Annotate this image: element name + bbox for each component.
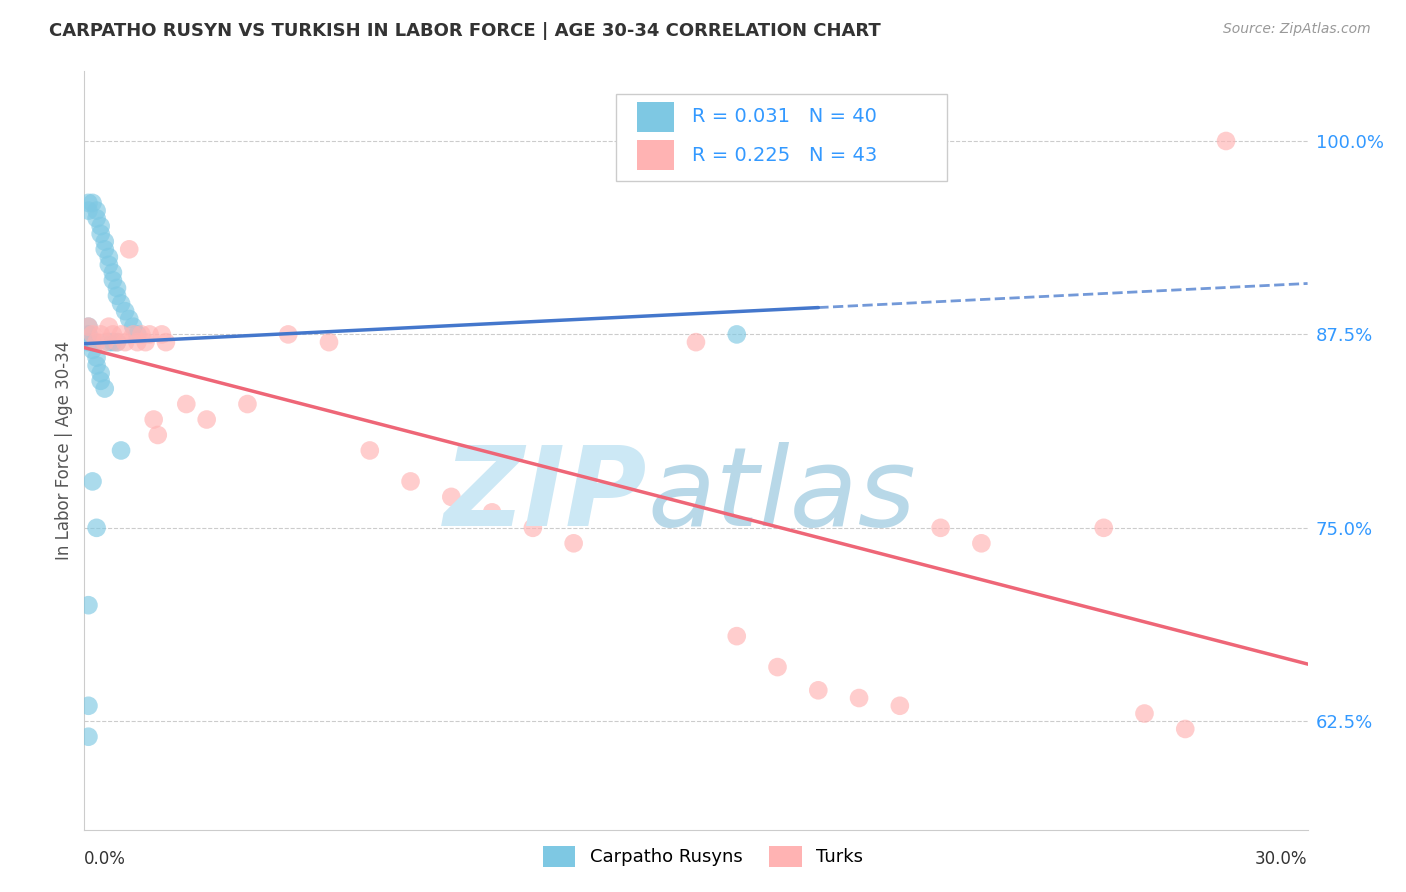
Point: [77, 319, 100, 334]
Point: [93, 242, 115, 256]
Point: [110, 443, 132, 458]
Point: [174, 397, 197, 411]
Point: [101, 273, 124, 287]
Point: [1133, 706, 1156, 721]
Point: [118, 242, 141, 256]
Point: [90, 219, 112, 233]
Point: [142, 412, 165, 426]
Point: [127, 335, 149, 350]
Point: [122, 327, 145, 342]
Point: [562, 536, 585, 550]
Point: [889, 698, 911, 713]
Point: [82, 195, 104, 210]
Point: [277, 327, 299, 342]
Text: CARPATHO RUSYN VS TURKISH IN LABOR FORCE | AGE 30-34 CORRELATION CHART: CARPATHO RUSYN VS TURKISH IN LABOR FORCE…: [49, 22, 882, 40]
Text: Source: ZipAtlas.com: Source: ZipAtlas.com: [1223, 22, 1371, 37]
Point: [77, 730, 100, 744]
Point: [77, 327, 100, 342]
Y-axis label: In Labor Force | Age 30-34: In Labor Force | Age 30-34: [55, 341, 73, 560]
Point: [807, 683, 830, 698]
Point: [155, 335, 177, 350]
Point: [77, 319, 100, 334]
Point: [86, 335, 108, 350]
Point: [522, 521, 544, 535]
Point: [101, 266, 124, 280]
Point: [725, 327, 748, 342]
Text: R = 0.031   N = 40: R = 0.031 N = 40: [692, 107, 877, 127]
Point: [929, 521, 952, 535]
Point: [77, 698, 100, 713]
Point: [970, 536, 993, 550]
Point: [105, 281, 128, 295]
Text: R = 0.225   N = 43: R = 0.225 N = 43: [692, 145, 877, 165]
Point: [86, 521, 108, 535]
Point: [1092, 521, 1115, 535]
Point: [150, 327, 173, 342]
Text: atlas: atlas: [647, 442, 915, 549]
Point: [146, 428, 169, 442]
Point: [110, 327, 132, 342]
Point: [236, 397, 259, 411]
Point: [97, 250, 120, 264]
Point: [97, 335, 120, 350]
Bar: [637, 140, 673, 170]
Point: [101, 327, 124, 342]
Point: [135, 335, 157, 350]
Point: [131, 327, 153, 342]
Point: [127, 327, 149, 342]
Point: [105, 335, 128, 350]
Point: [440, 490, 463, 504]
Point: [82, 343, 104, 357]
Point: [77, 598, 100, 612]
Point: [359, 443, 381, 458]
Point: [97, 258, 120, 272]
Point: [195, 412, 218, 426]
Point: [399, 475, 422, 489]
Point: [77, 203, 100, 218]
Point: [318, 335, 340, 350]
Point: [86, 203, 108, 218]
Point: [77, 195, 100, 210]
Point: [86, 351, 108, 365]
Point: [82, 475, 104, 489]
Point: [122, 319, 145, 334]
Point: [1174, 722, 1197, 736]
Legend: Carpatho Rusyns, Turks: Carpatho Rusyns, Turks: [536, 838, 870, 874]
Point: [101, 335, 124, 350]
Point: [114, 335, 136, 350]
Point: [138, 327, 160, 342]
Point: [110, 296, 132, 310]
Point: [97, 319, 120, 334]
Point: [90, 374, 112, 388]
Point: [766, 660, 789, 674]
FancyBboxPatch shape: [616, 95, 946, 181]
Point: [105, 289, 128, 303]
Point: [114, 304, 136, 318]
Point: [82, 327, 104, 342]
Point: [118, 312, 141, 326]
Point: [1215, 134, 1237, 148]
Point: [93, 382, 115, 396]
Text: ZIP: ZIP: [443, 442, 647, 549]
Point: [481, 505, 503, 519]
Point: [685, 335, 707, 350]
Text: 0.0%: 0.0%: [84, 850, 127, 868]
Point: [105, 335, 128, 350]
Text: 30.0%: 30.0%: [1256, 850, 1308, 868]
Point: [90, 227, 112, 241]
Point: [90, 327, 112, 342]
Point: [93, 335, 115, 350]
Point: [82, 335, 104, 350]
Bar: [637, 102, 673, 132]
Point: [90, 366, 112, 380]
Point: [86, 211, 108, 226]
Point: [86, 359, 108, 373]
Point: [93, 235, 115, 249]
Point: [77, 335, 100, 350]
Point: [725, 629, 748, 643]
Point: [848, 691, 870, 706]
